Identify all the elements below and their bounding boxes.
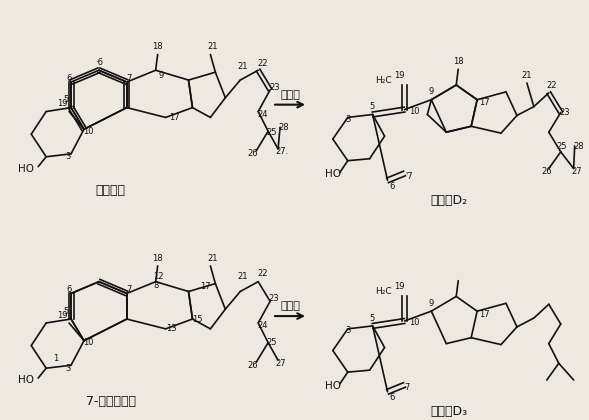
Text: '7: '7 <box>406 172 413 181</box>
Text: 22: 22 <box>257 59 267 68</box>
Text: 21: 21 <box>522 71 532 80</box>
Text: 5: 5 <box>369 314 374 323</box>
Text: 9: 9 <box>429 87 434 96</box>
Text: 维生素D₂: 维生素D₂ <box>431 194 468 207</box>
Text: 21: 21 <box>237 272 247 281</box>
Text: 24: 24 <box>257 321 267 331</box>
Text: 18: 18 <box>153 254 163 262</box>
Text: 3: 3 <box>345 326 350 335</box>
Text: H₂C: H₂C <box>375 76 392 84</box>
Text: 紫外线: 紫外线 <box>280 90 300 100</box>
Text: 23: 23 <box>270 84 280 92</box>
Text: 7: 7 <box>126 285 131 294</box>
Text: 8: 8 <box>153 281 158 290</box>
Text: 17: 17 <box>479 98 489 107</box>
Text: 25: 25 <box>557 142 567 152</box>
Text: 26: 26 <box>248 361 259 370</box>
Text: HO: HO <box>18 375 34 385</box>
Text: 22: 22 <box>547 81 557 90</box>
Text: 17: 17 <box>479 310 489 319</box>
Text: 麦角固醇: 麦角固醇 <box>96 184 126 197</box>
Text: 10: 10 <box>83 127 94 136</box>
Text: ·6: ·6 <box>95 58 103 67</box>
Text: 5: 5 <box>64 307 69 316</box>
Text: 26: 26 <box>541 167 552 176</box>
Text: 17: 17 <box>200 282 211 291</box>
Text: 27.: 27. <box>276 147 289 156</box>
Text: 28: 28 <box>573 142 584 152</box>
Text: 3: 3 <box>345 115 350 124</box>
Text: 10: 10 <box>409 107 420 116</box>
Text: 9: 9 <box>429 299 434 308</box>
Text: 6: 6 <box>390 182 395 191</box>
Text: 19: 19 <box>394 71 405 80</box>
Text: 维生素D₃: 维生素D₃ <box>431 405 468 418</box>
Text: 26: 26 <box>248 150 259 158</box>
Text: 12: 12 <box>153 272 164 281</box>
Text: 10: 10 <box>83 338 94 347</box>
Text: 19: 19 <box>57 99 67 108</box>
Text: 25: 25 <box>267 128 277 136</box>
Text: 21: 21 <box>237 62 247 71</box>
Text: 7-脱氢胆固醇: 7-脱氢胆固醇 <box>86 395 136 408</box>
Text: 18: 18 <box>453 57 464 66</box>
Text: 13: 13 <box>166 324 176 333</box>
Text: 7: 7 <box>126 74 131 83</box>
Text: 6: 6 <box>67 285 72 294</box>
Text: 6: 6 <box>390 393 395 402</box>
Text: HO: HO <box>325 169 341 179</box>
Text: 21: 21 <box>207 42 218 51</box>
Text: 27: 27 <box>276 359 286 368</box>
Text: 23: 23 <box>269 294 279 303</box>
Text: 21: 21 <box>207 254 218 262</box>
Text: 5: 5 <box>369 102 374 111</box>
Text: 28: 28 <box>279 123 289 132</box>
Text: 19: 19 <box>57 311 67 320</box>
Text: 3: 3 <box>66 364 71 373</box>
Text: 22: 22 <box>257 269 267 278</box>
Text: H₂C: H₂C <box>375 287 392 296</box>
Text: 1: 1 <box>54 354 59 363</box>
Text: 6: 6 <box>67 74 72 83</box>
Text: 19: 19 <box>394 282 405 291</box>
Text: 15: 15 <box>193 315 203 323</box>
Text: 17: 17 <box>168 113 179 122</box>
Text: 23: 23 <box>560 108 570 117</box>
Text: 3: 3 <box>66 152 71 161</box>
Text: 24: 24 <box>257 110 267 119</box>
Text: 9: 9 <box>158 71 163 80</box>
Text: 25: 25 <box>267 338 277 347</box>
Text: HO: HO <box>325 381 341 391</box>
Text: 7: 7 <box>405 383 410 392</box>
Text: 10: 10 <box>409 318 420 328</box>
Text: 27: 27 <box>571 167 582 176</box>
Text: 18: 18 <box>153 42 163 51</box>
Text: 5: 5 <box>64 95 69 104</box>
Text: 紫外线: 紫外线 <box>280 301 300 311</box>
Text: HO: HO <box>18 163 34 173</box>
